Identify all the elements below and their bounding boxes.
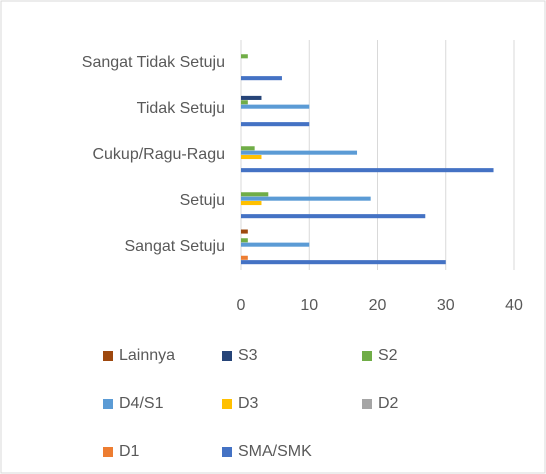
bar	[241, 95, 262, 100]
bar	[241, 104, 310, 109]
legend-label: Lainnya	[119, 347, 175, 364]
x-tick-label: 40	[505, 297, 523, 314]
legend-swatch	[103, 447, 113, 457]
legend-label: D2	[378, 395, 399, 412]
legend-label: D4/S1	[119, 395, 164, 412]
legend-swatch	[222, 447, 232, 457]
bar	[241, 146, 255, 151]
legend-swatch	[222, 399, 232, 409]
legend-swatch	[222, 351, 232, 361]
bar	[241, 192, 269, 197]
legend-label: SMA/SMK	[238, 443, 312, 460]
bar	[241, 100, 248, 105]
x-tick-label: 10	[300, 297, 318, 314]
x-tick-label: 30	[437, 297, 455, 314]
legend-label: S2	[378, 347, 398, 364]
bar	[241, 201, 262, 206]
bar	[241, 214, 426, 219]
bar	[241, 168, 494, 173]
bar	[241, 150, 358, 155]
bar	[241, 155, 262, 160]
bar	[241, 229, 248, 234]
bar	[241, 76, 282, 81]
y-tick-label: Tidak Setuju	[137, 100, 225, 117]
legend-swatch	[103, 399, 113, 409]
bar	[241, 260, 446, 265]
y-tick-label: Cukup/Ragu-Ragu	[92, 146, 225, 163]
legend-swatch	[362, 399, 372, 409]
bar	[241, 242, 310, 247]
legend-label: S3	[238, 347, 258, 364]
legend-swatch	[103, 351, 113, 361]
legend-label: D3	[238, 395, 259, 412]
x-tick-label: 0	[237, 297, 246, 314]
x-tick-label: 20	[369, 297, 387, 314]
bar	[241, 54, 248, 59]
y-tick-label: Sangat Tidak Setuju	[82, 54, 225, 71]
bar	[241, 122, 310, 127]
bar	[241, 238, 248, 243]
y-tick-label: Setuju	[180, 192, 225, 209]
bar	[241, 196, 371, 201]
legend-label: D1	[119, 443, 140, 460]
bar	[241, 255, 248, 260]
y-tick-label: Sangat Setuju	[124, 238, 225, 255]
legend-swatch	[362, 351, 372, 361]
